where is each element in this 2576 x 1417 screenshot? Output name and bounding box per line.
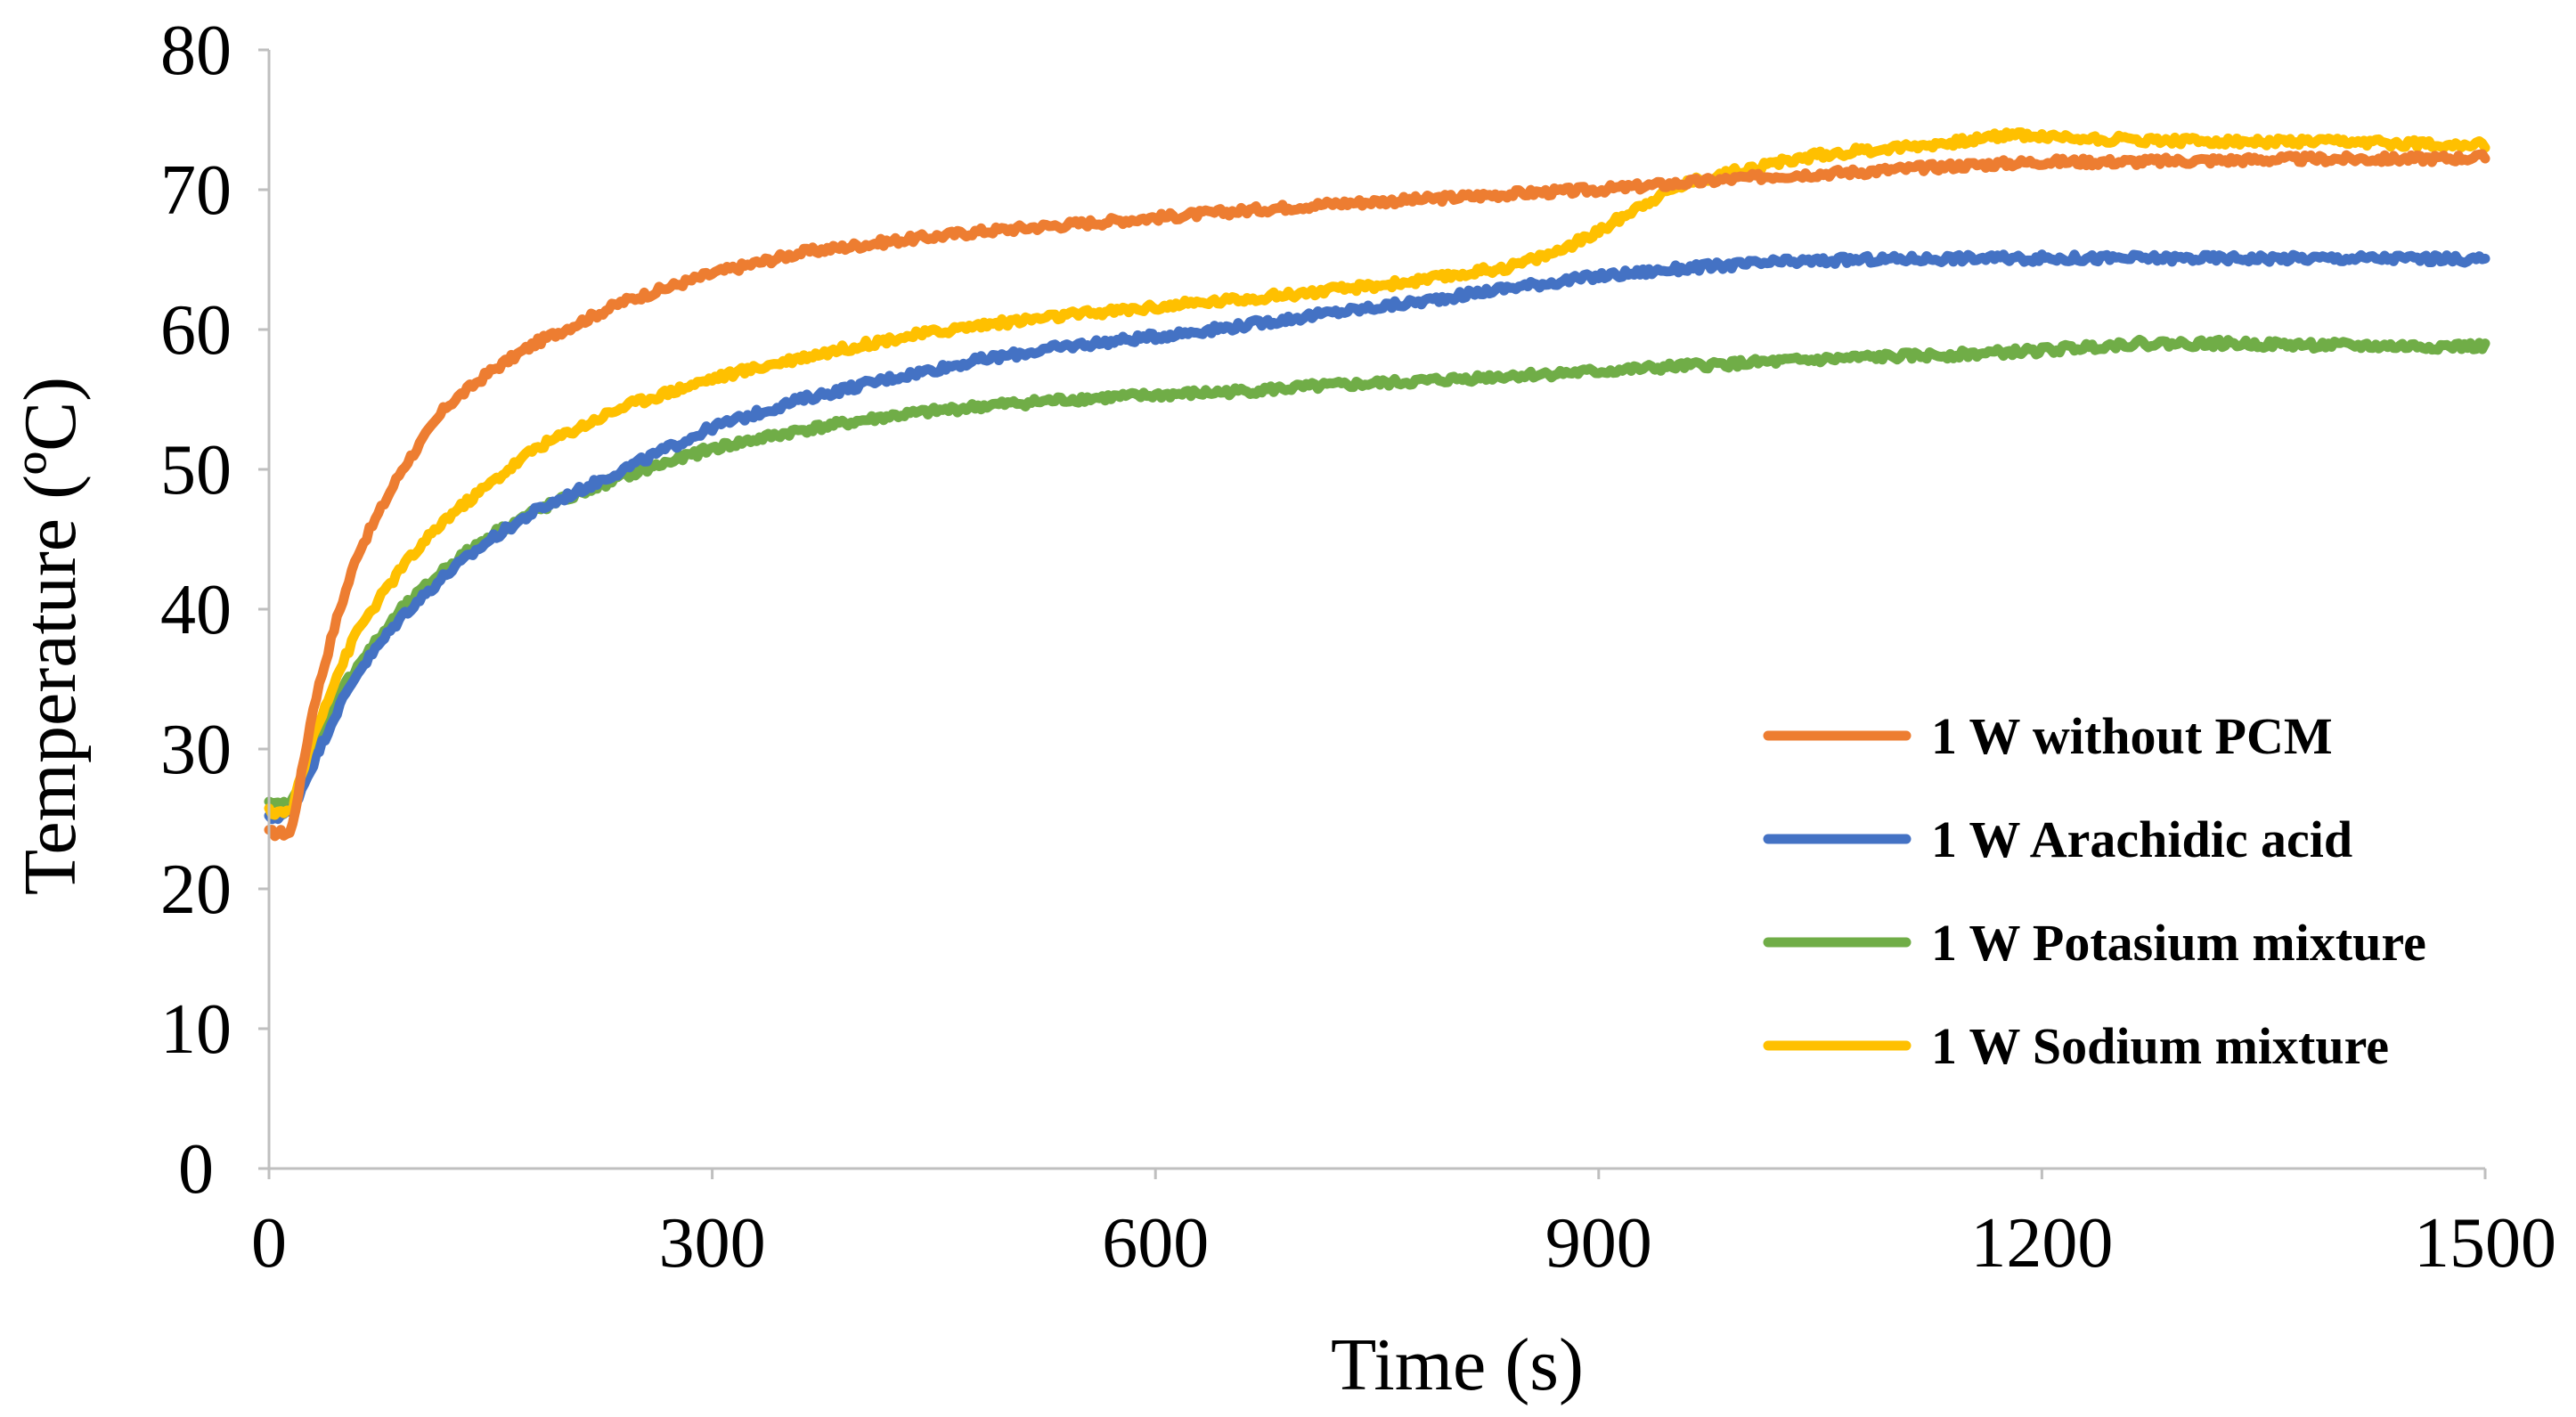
legend: 1 W without PCM 1 W Arachidic acid 1 W Po… — [1763, 707, 2426, 1075]
legend-label-1: 1 W Arachidic acid — [1931, 810, 2352, 868]
x-tick-label: 0 — [251, 1204, 287, 1283]
x-axis-ticks: 0 300 600 900 1200 1500 — [251, 1169, 2556, 1283]
legend-label-3: 1 W Sodium mixture — [1931, 1017, 2389, 1075]
x-tick-label: 600 — [1102, 1204, 1209, 1283]
series-line-1 — [264, 249, 2490, 825]
x-tick-label: 1500 — [2414, 1204, 2556, 1283]
y-tick-label: 70 — [160, 151, 232, 230]
x-tick-label: 300 — [659, 1204, 766, 1283]
legend-label-2: 1 W Potasium mixture — [1931, 914, 2426, 972]
y-tick-label: 10 — [160, 990, 232, 1069]
x-tick-label: 900 — [1545, 1204, 1652, 1283]
series-line-0 — [264, 149, 2490, 842]
series-layer — [264, 127, 2490, 842]
axes-layer — [267, 50, 2485, 1170]
series-line-3 — [264, 127, 2490, 820]
y-tick-label: 60 — [160, 291, 232, 370]
y-axis-title: Temperature (ºC) — [9, 377, 92, 895]
y-axis-ticks: 0 10 20 30 40 50 60 70 80 — [160, 12, 269, 1209]
y-tick-label: 30 — [160, 711, 232, 789]
y-tick-label: 80 — [160, 12, 232, 90]
y-tick-label: 40 — [160, 571, 232, 649]
y-tick-label: 50 — [160, 431, 232, 509]
x-tick-label: 1200 — [1970, 1204, 2113, 1283]
y-tick-label: 20 — [160, 851, 232, 929]
legend-label-0: 1 W without PCM — [1931, 707, 2333, 765]
series-line-2 — [264, 334, 2490, 814]
x-axis-title: Time (s) — [1331, 1323, 1584, 1406]
y-tick-label: 0 — [178, 1130, 214, 1209]
